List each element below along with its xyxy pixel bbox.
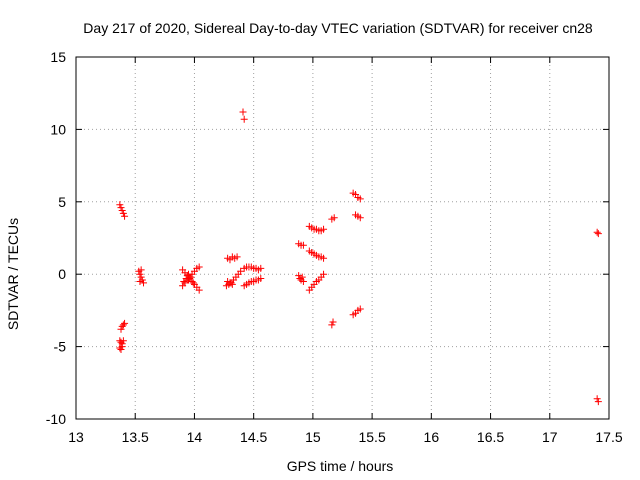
data-point-marker bbox=[228, 280, 236, 288]
x-tick-label: 16 bbox=[424, 429, 440, 445]
plot-frame bbox=[75, 56, 610, 420]
data-point-marker bbox=[320, 225, 328, 233]
x-tick-label: 16.5 bbox=[477, 429, 504, 445]
y-axis-label: SDTVAR / TECUs bbox=[5, 218, 21, 330]
y-tick-label: -5 bbox=[54, 339, 67, 355]
data-point-marker bbox=[320, 270, 328, 278]
data-point-marker bbox=[119, 337, 127, 345]
data-point-marker bbox=[189, 279, 197, 287]
data-point-marker bbox=[118, 343, 126, 351]
x-axis-label: GPS time / hours bbox=[287, 458, 394, 474]
data-point-marker bbox=[116, 201, 124, 209]
x-tick-label: 14.5 bbox=[240, 429, 267, 445]
data-point-marker bbox=[356, 214, 364, 222]
data-point-marker bbox=[233, 253, 241, 261]
data-point-marker bbox=[136, 270, 144, 278]
data-point-marker bbox=[356, 195, 364, 203]
data-point-marker bbox=[594, 398, 602, 406]
data-point-marker bbox=[180, 277, 188, 285]
data-point-marker bbox=[593, 228, 601, 236]
x-tick-label: 15.5 bbox=[358, 429, 385, 445]
data-point-marker bbox=[328, 321, 336, 329]
data-point-marker bbox=[140, 279, 148, 287]
data-point-marker bbox=[195, 263, 203, 271]
x-tick-label: 17.5 bbox=[595, 429, 622, 445]
data-point-marker bbox=[356, 305, 364, 313]
data-point-marker bbox=[257, 264, 265, 272]
data-point-marker bbox=[330, 214, 338, 222]
x-tick-label: 17 bbox=[542, 429, 558, 445]
data-point-marker bbox=[119, 321, 127, 329]
grid-lines bbox=[76, 57, 609, 419]
data-point-marker bbox=[295, 272, 303, 280]
data-point-marker bbox=[237, 267, 245, 275]
data-point-marker bbox=[121, 319, 129, 327]
data-point-marker bbox=[137, 266, 145, 274]
y-tick-label: 15 bbox=[50, 49, 66, 65]
data-point-marker bbox=[320, 254, 328, 262]
data-point-marker bbox=[117, 345, 125, 353]
x-tick-label: 13.5 bbox=[122, 429, 149, 445]
data-point-marker bbox=[137, 273, 145, 281]
chart-title: Day 217 of 2020, Sidereal Day-to-day VTE… bbox=[83, 20, 593, 36]
data-point-marker bbox=[117, 325, 125, 333]
y-tick-label: 5 bbox=[58, 194, 66, 210]
y-tick-label: 0 bbox=[58, 266, 66, 282]
data-point-marker bbox=[594, 230, 602, 238]
x-tick-label: 14 bbox=[187, 429, 203, 445]
data-point-marker bbox=[329, 318, 337, 326]
data-point-marker bbox=[239, 108, 247, 116]
data-point-marker bbox=[117, 204, 125, 212]
axis-ticks: 13 13.5 14 14.5 15 15.5 16 16.5 17 17.5 -10 -5 0 5 10 1… bbox=[46, 49, 623, 445]
data-point-marker bbox=[121, 212, 129, 220]
data-point-marker bbox=[185, 270, 193, 278]
axes bbox=[75, 56, 610, 420]
x-tick-label: 13 bbox=[68, 429, 84, 445]
data-point-marker bbox=[593, 395, 601, 403]
data-point-marker bbox=[257, 275, 265, 283]
data-point-marker bbox=[298, 273, 306, 281]
data-point-marker bbox=[299, 241, 307, 249]
data-point-marker bbox=[195, 286, 203, 294]
y-tick-label: -10 bbox=[46, 411, 66, 427]
data-point-marker bbox=[118, 206, 126, 214]
x-tick-label: 15 bbox=[305, 429, 321, 445]
data-point-marker bbox=[240, 115, 248, 123]
data-point-marker bbox=[299, 277, 307, 285]
data-points bbox=[116, 108, 602, 406]
y-tick-label: 10 bbox=[50, 121, 66, 137]
data-point-marker bbox=[119, 209, 127, 217]
data-point-marker bbox=[136, 277, 144, 285]
